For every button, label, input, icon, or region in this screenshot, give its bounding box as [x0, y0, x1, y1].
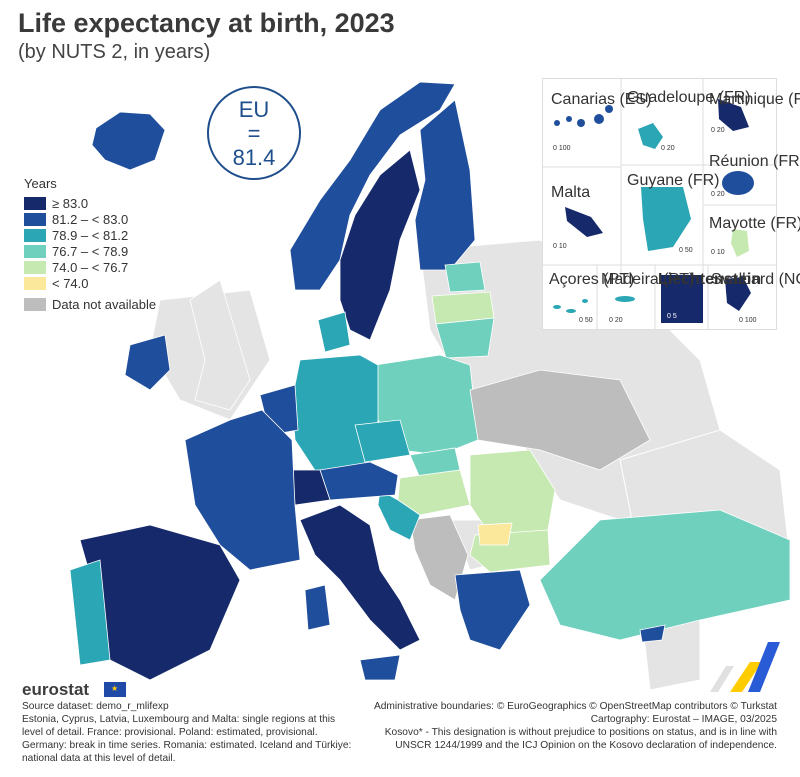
scale-madeira: 0 20 [609, 317, 623, 324]
legend-item: 76.7 – < 78.9 [24, 243, 156, 259]
europe-map [69, 81, 791, 691]
scale-martinique: 0 20 [711, 127, 725, 134]
legend-label: 74.0 – < 76.7 [52, 259, 129, 275]
legend-item: < 74.0 [24, 275, 156, 291]
eu-value: 81.4 [232, 145, 276, 170]
inset-svalbard-shape [725, 277, 751, 311]
footer-kosovo-note: Kosovo* - This designation is without pr… [384, 727, 777, 751]
legend-title: Years [24, 176, 57, 191]
legend-swatch [24, 212, 46, 226]
region-uk [189, 279, 251, 411]
map-title: Life expectancy at birth, 2023 [18, 8, 395, 38]
region-ireland [124, 334, 171, 391]
inset-label-canarias: Canarias (ES) [551, 91, 652, 108]
footer-notes-right: Administrative boundaries: © EuroGeograp… [372, 700, 777, 752]
map-subtitle: (by NUTS 2, in years) [18, 41, 211, 63]
eu-equals: = [247, 121, 261, 146]
scale-reunion: 0 20 [711, 191, 725, 198]
inset-canarias-shapes [554, 105, 613, 127]
region-france [184, 409, 301, 571]
region-sicily [359, 654, 401, 681]
region-sardinia [304, 584, 331, 631]
inset-acores-shapes [553, 299, 588, 313]
legend-label: 76.7 – < 78.9 [52, 243, 129, 259]
inset-label-martinique: Martinique (FR) [709, 91, 800, 108]
region-czechia [354, 419, 411, 463]
footer-boundaries: Administrative boundaries: © EuroGeograp… [373, 701, 777, 712]
inset-reunion-shape [722, 171, 754, 195]
inset-label-guadeloupe: Guadeloupe (FR) [627, 89, 751, 106]
legend-swatch [24, 228, 46, 242]
region-portugal [69, 559, 111, 666]
region-turkiye [539, 509, 791, 641]
inset-label-malta: Malta [551, 184, 591, 201]
legend-label: 81.2 – < 83.0 [52, 211, 129, 227]
scale-canarias: 0 100 [553, 145, 571, 152]
inset-martinique-shape [718, 99, 749, 131]
legend-item-na: Data not available [24, 296, 156, 312]
eu-flag-icon [104, 682, 126, 697]
region-balkans-na [409, 514, 469, 601]
legend-item: 81.2 – < 83.0 [24, 211, 156, 227]
inset-label-mayotte: Mayotte (FR) [709, 215, 800, 232]
legend-swatch [24, 196, 46, 210]
eurostat-logo: eurostat [22, 680, 90, 699]
region-lithuania [435, 317, 495, 359]
inset-madeira-shape [615, 296, 635, 302]
region-norway [289, 81, 456, 291]
footer-note: Estonia, Cyprus, Latvia, Luxembourg and … [22, 714, 336, 738]
scale-svalbard: 0 100 [739, 317, 757, 324]
legend-swatch [24, 276, 46, 290]
legend-item: ≥ 83.0 [24, 195, 156, 211]
region-bulgaria-nw [477, 522, 513, 546]
region-italy [299, 504, 421, 651]
inset-label-madeira: Madeira (PT) [601, 271, 695, 288]
legend-label: 78.9 – < 81.2 [52, 227, 129, 243]
region-iceland [91, 111, 166, 171]
inset-liechtenstein-shape [661, 275, 703, 323]
legend-item: 74.0 – < 76.7 [24, 259, 156, 275]
legend-label: Data not available [52, 296, 157, 312]
scale-malta: 0 10 [553, 243, 567, 250]
region-greece [454, 569, 531, 651]
scale-liechtenstein: 0 5 [667, 313, 677, 320]
region-ukraine-na [469, 369, 651, 471]
inset-label-svalbard: Svalbard (NO) [711, 271, 800, 288]
legend: Years ≥ 83.0 81.2 – < 83.0 78.9 – < 81.2… [24, 176, 156, 312]
footer-notes-left: Source dataset: demo_r_mlifexp Estonia, … [22, 700, 357, 765]
inset-label-guyane: Guyane (FR) [627, 172, 720, 189]
scale-mayotte: 0 10 [711, 249, 725, 256]
scale-guyane: 0 50 [679, 247, 693, 254]
inset-mayotte-shape [731, 229, 749, 257]
inset-panel: Canarias (ES) Guadeloupe (FR) Martinique… [542, 78, 800, 330]
legend-swatch [24, 297, 46, 311]
eu-average-badge: EU = 81.4 [207, 86, 301, 180]
legend-swatch [24, 260, 46, 274]
footer-source: Source dataset: demo_r_mlifexp [22, 701, 169, 712]
region-estonia [444, 261, 486, 293]
inset-dividers [543, 79, 776, 329]
region-sweden [339, 149, 421, 341]
region-finland [414, 99, 476, 271]
scale-guadeloupe: 0 20 [661, 145, 675, 152]
legend-item: 78.9 – < 81.2 [24, 227, 156, 243]
region-cyprus [639, 624, 666, 643]
legend-swatch [24, 244, 46, 258]
inset-label-liechtenstein: Liechtenstein [658, 271, 762, 288]
inset-guyane-shape [641, 187, 691, 251]
inset-malta-shape [565, 207, 603, 237]
footer-cartography: Cartography: Eurostat – IMAGE, 03/2025 [590, 714, 777, 725]
region-denmark [317, 311, 351, 353]
eu-label: EU [238, 97, 270, 122]
scale-acores: 0 50 [579, 317, 593, 324]
inset-label-reunion: Réunion (FR) [709, 153, 800, 170]
inset-label-acores: Açores (PT) [549, 271, 635, 288]
region-croatia [377, 489, 421, 541]
legend-label: < 74.0 [52, 275, 89, 291]
legend-label: ≥ 83.0 [52, 195, 89, 211]
eurostat-chevron-logo [710, 642, 780, 692]
footer-note: Germany: break in time series. Romania: … [22, 740, 352, 764]
inset-guadeloupe-shape [638, 123, 663, 149]
region-hungary [397, 469, 471, 516]
